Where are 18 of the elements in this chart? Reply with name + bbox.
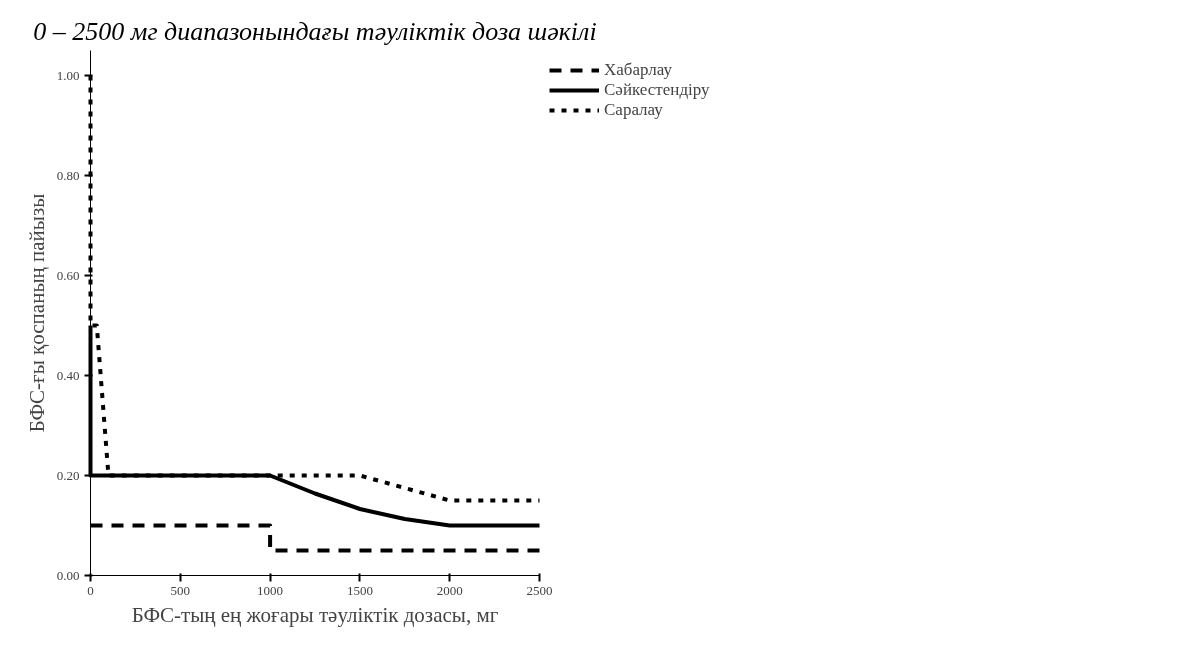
y-tick-label: 0.00 bbox=[56, 567, 80, 583]
x-tick-label: 1500 bbox=[346, 582, 373, 598]
x-tick-label: 2000 bbox=[436, 582, 463, 598]
x-tick-label: 1000 bbox=[257, 582, 284, 598]
y-tick-label: 0.60 bbox=[56, 267, 80, 283]
x-axis-title: БФС-тың ең жоғары тәуліктік дозасы, мг bbox=[131, 602, 499, 627]
x-tick-label: 2500 bbox=[526, 582, 553, 598]
chart-title: 0 – 2500 мг диапазонындағы тәуліктік доза шәкілі bbox=[33, 16, 597, 46]
y-axis-title: БФС-ғы қоспаның пайызы bbox=[24, 193, 49, 433]
legend-label: Сәйкестендіру bbox=[604, 80, 710, 100]
y-tick-label: 0.40 bbox=[56, 367, 80, 383]
legend-label: Саралау bbox=[604, 100, 663, 120]
y-tick-label: 0.80 bbox=[56, 167, 80, 183]
x-tick-label: 500 bbox=[170, 582, 191, 598]
x-tick-label: 0 bbox=[87, 582, 94, 598]
legend-label: Хабарлау bbox=[604, 60, 672, 80]
y-tick-label: 0.20 bbox=[56, 467, 80, 483]
y-tick-label: 1.00 bbox=[56, 67, 80, 83]
